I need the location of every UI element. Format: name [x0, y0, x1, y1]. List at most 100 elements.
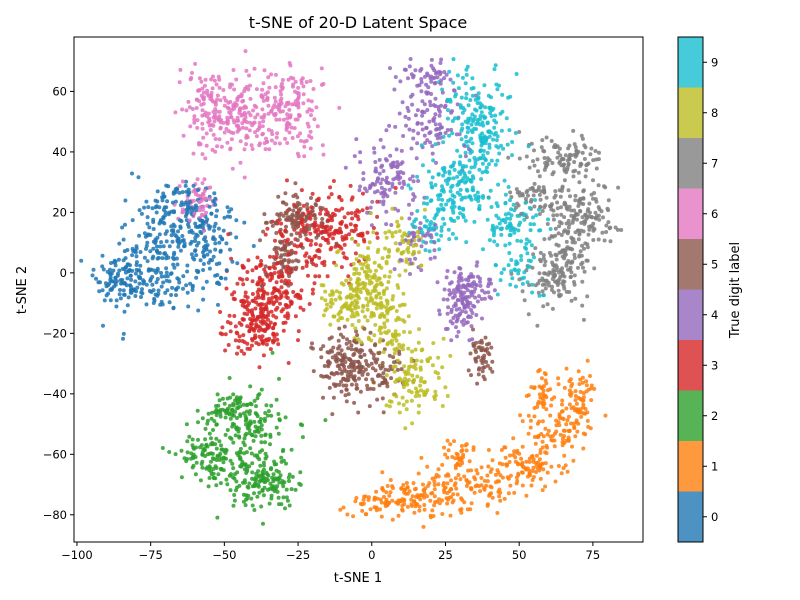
- scatter-point: [376, 291, 381, 296]
- scatter-point: [218, 408, 223, 412]
- scatter-point: [113, 263, 118, 268]
- scatter-point: [228, 458, 233, 463]
- scatter-point: [413, 256, 418, 261]
- scatter-point: [503, 200, 508, 205]
- scatter-point: [313, 242, 318, 247]
- scatter-point: [178, 218, 182, 223]
- scatter-point: [213, 221, 218, 226]
- scatter-point: [241, 333, 246, 338]
- scatter-point: [336, 318, 341, 323]
- scatter-point: [449, 127, 454, 132]
- scatter-point: [97, 289, 102, 294]
- scatter-point: [507, 251, 512, 255]
- scatter-point: [298, 294, 302, 299]
- scatter-point: [527, 471, 532, 476]
- scatter-point: [174, 287, 179, 292]
- scatter-point: [556, 382, 561, 387]
- scatter-point: [560, 402, 564, 407]
- scatter-point: [142, 231, 147, 236]
- scatter-point: [538, 197, 543, 202]
- scatter-point: [268, 432, 273, 437]
- scatter-point: [535, 434, 540, 439]
- scatter-point: [402, 364, 407, 369]
- scatter-point: [327, 385, 332, 390]
- scatter-point: [568, 194, 572, 199]
- scatter-point: [308, 231, 313, 236]
- scatter-point: [494, 144, 499, 149]
- scatter-point: [250, 461, 255, 466]
- scatter-point: [223, 276, 228, 281]
- scatter-point: [541, 293, 546, 298]
- scatter-point: [202, 447, 207, 452]
- scatter-point: [259, 433, 264, 438]
- scatter-point: [467, 147, 471, 152]
- scatter-point: [321, 313, 326, 318]
- scatter-point: [387, 187, 392, 192]
- scatter-point: [279, 221, 284, 226]
- scatter-point: [439, 78, 444, 83]
- scatter-point: [487, 352, 492, 357]
- scatter-point: [280, 449, 285, 454]
- scatter-point: [389, 399, 394, 404]
- scatter-point: [491, 233, 496, 238]
- scatter-point: [488, 366, 493, 371]
- scatter-point: [524, 190, 529, 195]
- scatter-point: [368, 386, 373, 391]
- scatter-point: [183, 183, 188, 188]
- scatter-point: [358, 150, 363, 155]
- scatter-point: [422, 207, 427, 212]
- scatter-point: [361, 177, 366, 182]
- scatter-point: [459, 291, 463, 296]
- scatter-point: [234, 479, 239, 484]
- x-tick-label: 75: [586, 548, 601, 562]
- scatter-point: [564, 239, 569, 244]
- scatter-point: [374, 295, 379, 300]
- scatter-point: [329, 215, 334, 220]
- scatter-point: [565, 158, 570, 163]
- scatter-point: [445, 455, 450, 460]
- scatter-point: [392, 351, 397, 356]
- scatter-point: [115, 279, 119, 284]
- scatter-point: [180, 210, 185, 215]
- colorbar-tick-label: 5: [711, 257, 718, 271]
- scatter-point: [188, 241, 193, 246]
- scatter-point: [463, 119, 468, 124]
- scatter-point: [316, 233, 321, 238]
- scatter-point: [181, 202, 186, 207]
- scatter-point: [339, 198, 344, 203]
- scatter-point: [511, 202, 516, 207]
- scatter-point: [543, 461, 548, 466]
- scatter-point: [229, 256, 234, 261]
- scatter-point: [584, 168, 589, 173]
- scatter-point: [392, 267, 397, 272]
- scatter-point: [585, 294, 590, 299]
- scatter-point: [382, 321, 387, 326]
- scatter-point: [406, 183, 411, 188]
- scatter-point: [310, 341, 314, 346]
- scatter-point: [356, 217, 361, 222]
- scatter-point: [286, 100, 291, 105]
- scatter-point: [307, 302, 312, 306]
- scatter-point: [476, 195, 481, 200]
- scatter-point: [244, 417, 249, 422]
- scatter-point: [543, 259, 548, 264]
- scatter-point: [295, 134, 300, 139]
- scatter-point: [422, 133, 427, 138]
- scatter-point: [339, 389, 344, 394]
- scatter-point: [235, 416, 239, 420]
- scatter-point: [355, 312, 360, 317]
- scatter-point: [508, 483, 513, 488]
- scatter-point: [406, 109, 411, 113]
- scatter-point: [316, 227, 320, 232]
- scatter-point: [582, 157, 587, 161]
- scatter-point: [464, 320, 469, 325]
- scatter-point: [553, 273, 558, 278]
- scatter-point: [489, 345, 494, 350]
- scatter-point: [596, 183, 601, 188]
- scatter-point: [313, 229, 318, 234]
- scatter-point: [230, 166, 235, 171]
- scatter-point: [364, 377, 369, 382]
- scatter-point: [476, 372, 481, 377]
- scatter-point: [319, 355, 324, 360]
